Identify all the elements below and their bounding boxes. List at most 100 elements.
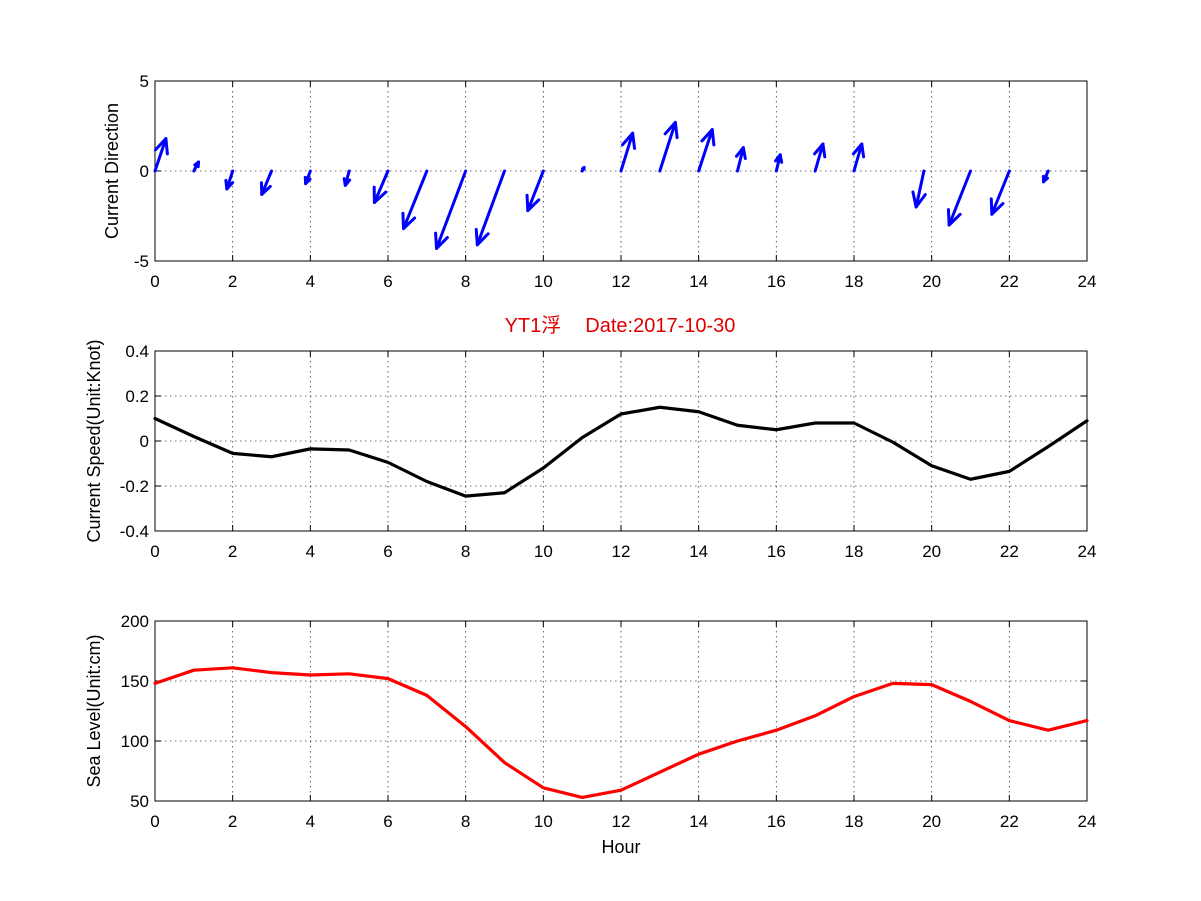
current-arrow-head	[193, 160, 200, 169]
current-arrow-head	[525, 193, 541, 213]
current-arrow	[734, 146, 747, 173]
current-arrow	[911, 169, 927, 209]
y-tick-label: 0	[140, 162, 149, 181]
y-tick-label: -0.2	[120, 477, 149, 496]
x-tick-label: 24	[1078, 272, 1097, 291]
current-arrow-head	[734, 146, 747, 161]
current-arrow	[1041, 169, 1050, 184]
current-arrow-shaft	[619, 131, 635, 173]
chart-title-part: YT1浮	[505, 314, 562, 337]
current-arrow-shaft	[813, 142, 825, 173]
current-arrow	[946, 169, 972, 227]
x-tick-label: 18	[845, 812, 864, 831]
current-arrow-shaft	[372, 169, 390, 204]
x-tick-label: 14	[689, 272, 708, 291]
current-arrow	[153, 137, 169, 173]
y-tick-label: 0.4	[125, 342, 149, 361]
x-tick-label: 8	[461, 812, 470, 831]
y-tick-label: 5	[140, 72, 149, 91]
x-tick-label: 8	[461, 272, 470, 291]
x-tick-label: 4	[306, 812, 315, 831]
x-tick-label: 0	[150, 542, 159, 561]
current-arrow	[474, 169, 506, 247]
x-tick-label: 12	[612, 542, 631, 561]
current-arrow-head	[813, 142, 827, 159]
current-arrow-head	[663, 120, 679, 140]
current-arrow-shaft	[697, 128, 714, 173]
sea-level-line	[153, 666, 1089, 800]
x-tick-label: 4	[306, 272, 315, 291]
current-arrow-head	[342, 177, 352, 187]
current-arrow	[851, 142, 866, 173]
current-arrow	[192, 160, 200, 173]
x-tick-label: 18	[845, 272, 864, 291]
current-arrow-head	[911, 190, 927, 209]
current-arrow-head	[372, 185, 388, 204]
current-arrow	[259, 169, 273, 196]
current-speed-line	[153, 405, 1089, 498]
x-tick-label: 10	[534, 542, 553, 561]
x-tick-label: 22	[1000, 272, 1019, 291]
x-tick-label: 20	[922, 272, 941, 291]
y-tick-label: -0.4	[120, 522, 149, 541]
x-tick-label: 4	[306, 542, 315, 561]
current-arrow-shaft	[260, 169, 273, 196]
current-arrow-shaft	[475, 169, 506, 247]
x-tick-label: 12	[612, 812, 631, 831]
current-arrow-shaft	[852, 142, 864, 173]
current-arrow-head	[303, 175, 312, 186]
current-arrow-head	[259, 181, 272, 196]
y-axis-label: Current Direction	[102, 103, 122, 239]
current-arrow	[580, 165, 586, 173]
x-tick-label: 20	[922, 542, 941, 561]
current-arrow	[697, 128, 716, 173]
y-axis-label: Current Speed(Unit:Knot)	[84, 339, 104, 542]
y-tick-label: 100	[121, 732, 149, 751]
current-arrow	[303, 169, 312, 186]
chart-title: YT1浮 Date:2017-10-30	[505, 314, 736, 337]
x-tick-label: 14	[689, 812, 708, 831]
speed-panel: 0 2 4 6 8 10 12 14 16 18 20 22 24-0.4-0.200.20.4Curr…	[84, 314, 1096, 561]
x-tick-label: 16	[767, 542, 786, 561]
chart-title-part: Date:2017-10-30	[585, 315, 735, 337]
x-tick-label: 6	[383, 812, 392, 831]
x-tick-label: 2	[228, 812, 237, 831]
x-tick-label: 14	[689, 542, 708, 561]
current-arrow-shaft	[914, 169, 926, 209]
x-tick-label: 24	[1078, 812, 1097, 831]
current-arrow-head	[1041, 174, 1050, 184]
x-tick-label: 16	[767, 812, 786, 831]
current-arrow-head	[700, 128, 716, 147]
x-tick-label: 0	[150, 812, 159, 831]
x-tick-label: 2	[228, 542, 237, 561]
x-tick-label: 10	[534, 812, 553, 831]
current-arrow-head	[224, 178, 235, 191]
current-arrow-shaft	[658, 120, 677, 173]
y-tick-label: 150	[121, 672, 149, 691]
x-tick-label: 16	[767, 272, 786, 291]
y-tick-label: 50	[130, 792, 149, 811]
current-arrow-shaft	[402, 169, 429, 231]
current-arrow-head	[989, 197, 1005, 216]
current-arrow-head	[774, 153, 784, 164]
current-arrow-head	[946, 208, 962, 227]
current-arrow	[342, 169, 352, 187]
current-arrow-head	[621, 131, 637, 150]
current-arrow-shaft	[736, 146, 745, 173]
y-tick-label: 0	[140, 432, 149, 451]
current-arrow	[401, 169, 429, 231]
y-tick-label: 0.2	[125, 387, 149, 406]
current-arrow-shaft	[153, 137, 168, 173]
x-tick-label: 22	[1000, 812, 1019, 831]
current-arrow	[434, 169, 468, 250]
current-arrow-head	[581, 165, 586, 171]
current-arrow	[813, 142, 827, 173]
current-arrow-head	[474, 227, 490, 247]
current-arrow-head	[153, 137, 169, 156]
y-tick-label: 200	[121, 612, 149, 631]
x-tick-label: 24	[1078, 542, 1097, 561]
current-arrow-shaft	[990, 169, 1011, 216]
